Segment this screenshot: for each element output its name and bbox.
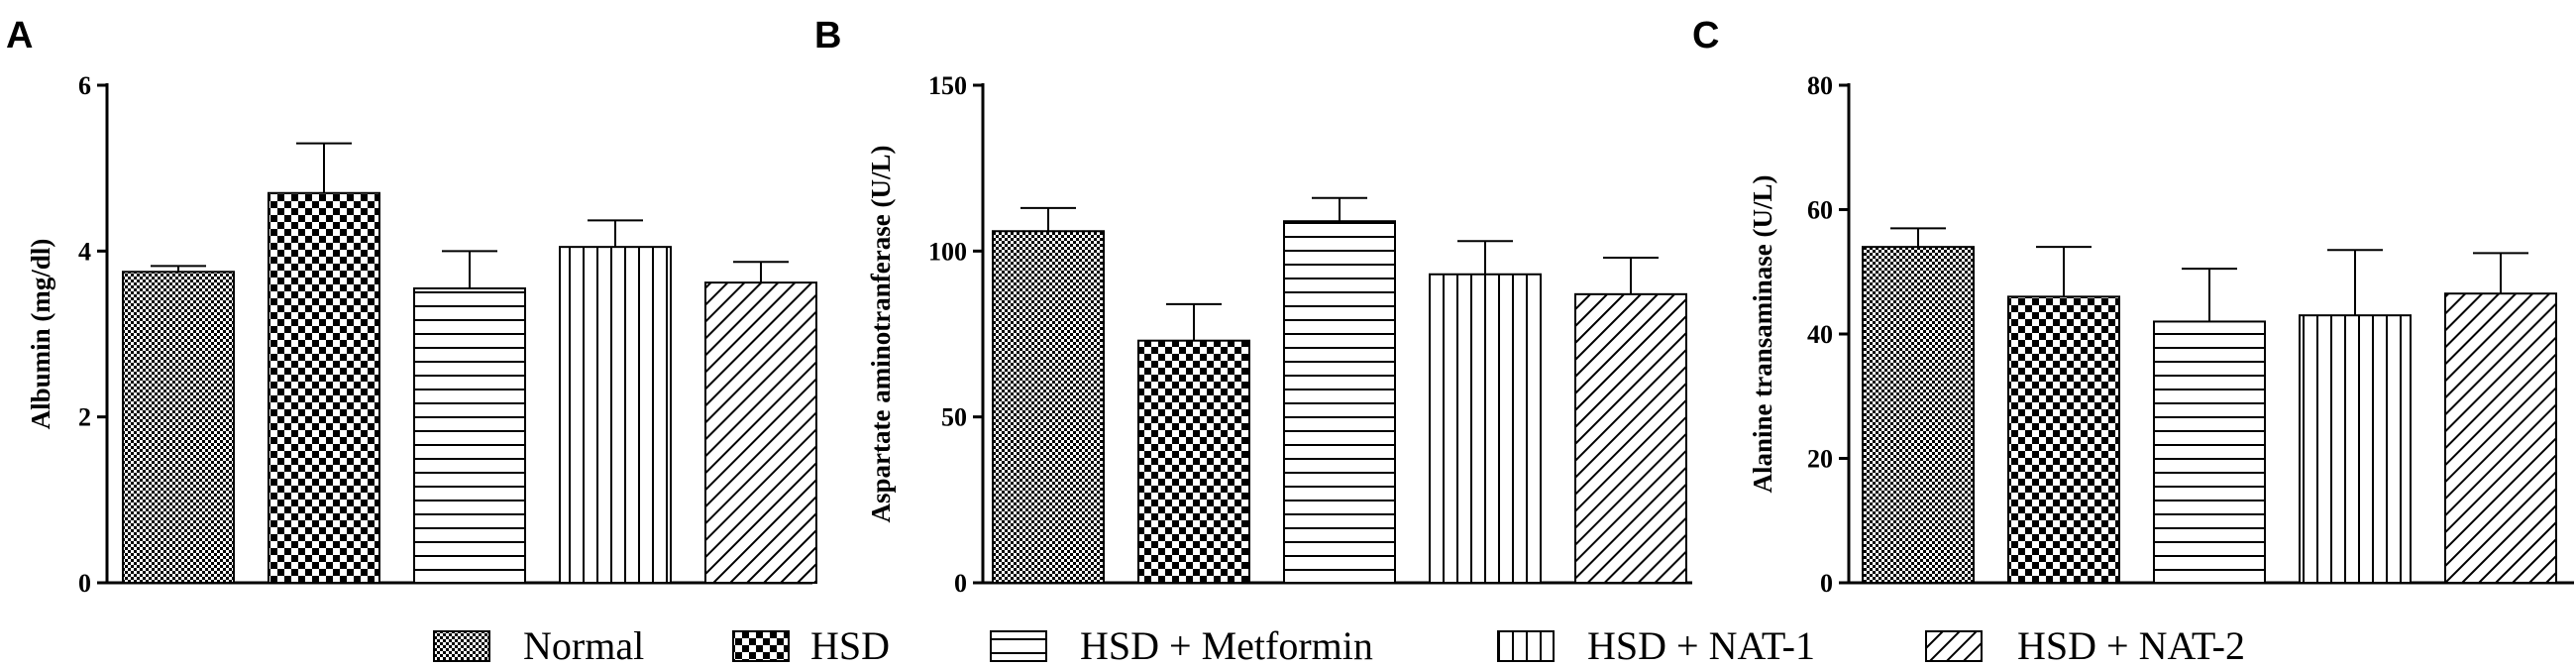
legend-label-hsd-metformin: HSD + Metformin xyxy=(1080,623,1373,668)
panel-letter-c: C xyxy=(1692,15,1719,56)
legend-swatch-hsd-metformin xyxy=(990,630,1047,662)
legend-swatch-hsd-nat-2 xyxy=(1925,630,1983,662)
bar-c-hsd xyxy=(2007,295,2120,584)
bar-b-hsd-metformin xyxy=(1283,220,1396,584)
legend-item-hsd-nat-1: HSD + NAT-1 xyxy=(1497,623,1815,668)
bar-a-hsd-nat-1 xyxy=(559,246,672,584)
y-axis-title-a: Albumin (mg/dl) xyxy=(26,239,55,430)
bar-c-hsd-nat-2 xyxy=(2444,292,2557,584)
y-tick-label-a: 0 xyxy=(78,569,91,598)
legend-label-normal: Normal xyxy=(523,623,644,668)
bar-a-hsd xyxy=(268,191,380,584)
legend-swatch-hsd-nat-1 xyxy=(1497,630,1555,662)
bar-b-normal xyxy=(992,230,1105,584)
legend-swatch-hsd xyxy=(732,630,790,662)
y-tick-label-a: 4 xyxy=(78,237,91,266)
bar-a-normal xyxy=(122,271,235,584)
y-axis-title-c: Alanine transaminase (U/L) xyxy=(1748,174,1777,493)
legend: Normal HSD HSD + Metformin HSD + NAT-1 H… xyxy=(433,623,2245,668)
y-tick-label-b: 100 xyxy=(928,237,967,266)
y-tick-label-c: 40 xyxy=(1807,320,1833,349)
y-axis-title-b: Aspartate aminotranferase (U/L) xyxy=(866,146,896,523)
legend-swatch-normal xyxy=(433,630,490,662)
bar-b-hsd-nat-2 xyxy=(1574,292,1687,584)
y-tick-label-b: 150 xyxy=(928,71,967,100)
bar-c-normal xyxy=(1862,246,1975,584)
y-tick-label-c: 0 xyxy=(1820,569,1833,598)
y-tick-label-c: 20 xyxy=(1807,445,1833,474)
legend-item-hsd-nat-2: HSD + NAT-2 xyxy=(1925,623,2245,668)
y-tick-label-c: 80 xyxy=(1807,71,1833,100)
bar-c-hsd-metformin xyxy=(2153,320,2266,584)
y-tick-label-c: 60 xyxy=(1807,196,1833,225)
bar-a-hsd-nat-2 xyxy=(704,281,817,584)
bar-c-hsd-nat-1 xyxy=(2299,314,2412,584)
legend-item-hsd: HSD xyxy=(732,623,890,668)
legend-label-hsd-nat-2: HSD + NAT-2 xyxy=(2017,623,2245,668)
legend-item-hsd-metformin: HSD + Metformin xyxy=(990,623,1373,668)
panel-a: 0 2 4 6 Albumin (mg/dl) xyxy=(26,71,817,598)
y-tick-label-a: 6 xyxy=(78,71,91,100)
bar-a-hsd-metformin xyxy=(413,286,526,584)
y-tick-label-b: 50 xyxy=(941,403,967,432)
legend-label-hsd-nat-1: HSD + NAT-1 xyxy=(1587,623,1815,668)
legend-item-normal: Normal xyxy=(433,623,644,668)
panel-letter-a: A xyxy=(6,15,33,56)
legend-label-hsd: HSD xyxy=(810,623,890,668)
panel-letter-b: B xyxy=(814,15,841,56)
bar-b-hsd-nat-1 xyxy=(1429,273,1542,584)
bar-b-hsd xyxy=(1137,339,1250,584)
y-tick-label-b: 0 xyxy=(954,569,967,598)
y-tick-label-a: 2 xyxy=(78,403,91,432)
panel-c: 0 20 40 60 80 Alanine transaminase (U/L) xyxy=(1748,71,2574,598)
panel-b: 0 50 100 150 Aspartate aminotranferase (U/L) xyxy=(866,71,1692,598)
